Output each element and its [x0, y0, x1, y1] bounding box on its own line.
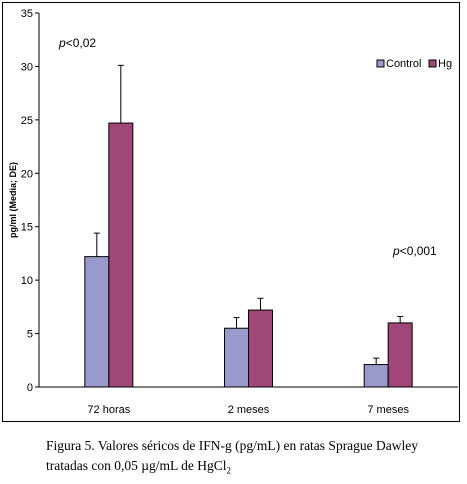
annotations: p<0,02p<0,001: [58, 36, 437, 258]
chart: pg/ml (Media; DE) 0 5 10 15 20 25 30 35 72 hora…: [8, 8, 458, 416]
chart-frame: pg/ml (Media; DE) 0 5 10 15 20 25 30 35 72 hora…: [2, 2, 460, 422]
y-tick-label: 30: [21, 61, 33, 73]
x-ticks: 72 horas 2 meses 7 meses: [87, 404, 409, 416]
y-tick-label: 5: [27, 329, 33, 341]
annotation-1: p<0,001: [392, 244, 437, 258]
legend-label-hg: Hg: [438, 58, 452, 70]
y-tick-label: 0: [27, 382, 33, 394]
y-axis-label: pg/ml (Media; DE): [8, 162, 18, 238]
annotation-value: <0,02: [66, 36, 97, 50]
caption-line-2: tratadas con 0,05 µg/mL de HgCl2: [46, 456, 458, 481]
annotation-italic: p: [392, 244, 400, 258]
y-ticks: 0 5 10 15 20 25 30 35: [21, 8, 39, 394]
caption-line-2-text: tratadas con 0,05 µg/mL de HgCl: [46, 458, 227, 473]
bar-control-2: [363, 364, 389, 388]
annotation-italic: p: [58, 36, 66, 50]
y-tick-label: 35: [21, 8, 33, 20]
x-tick-label: 2 meses: [228, 404, 270, 416]
annotation-value: <0,001: [400, 244, 437, 258]
x-tick-label: 72 horas: [87, 404, 130, 416]
bar-hg-1: [248, 309, 273, 388]
x-tick-label: 7 meses: [367, 404, 409, 416]
figure-caption: Figura 5. Valores séricos de IFN-g (pg/m…: [46, 436, 458, 481]
y-axis-label-group: pg/ml (Media; DE): [8, 162, 18, 238]
bar-hg-0: [108, 122, 134, 388]
y-tick-label: 25: [21, 115, 33, 127]
caption-line-1: Figura 5. Valores séricos de IFN-g (pg/m…: [46, 438, 419, 453]
legend-swatch-control: [376, 59, 385, 68]
annotation-0: p<0,02: [58, 36, 96, 50]
bar-control-0: [84, 256, 110, 388]
bar-control-1: [224, 327, 249, 388]
y-tick-label: 10: [21, 275, 33, 287]
y-tick-label: 15: [21, 222, 33, 234]
legend-swatch-hg: [428, 59, 437, 68]
bar-hg-2: [387, 322, 413, 388]
legend-label-control: Control: [386, 58, 421, 70]
y-tick-label: 20: [21, 168, 33, 180]
caption-subscript: 2: [226, 465, 232, 476]
legend: Control Hg: [376, 58, 452, 70]
bars: [84, 64, 413, 388]
